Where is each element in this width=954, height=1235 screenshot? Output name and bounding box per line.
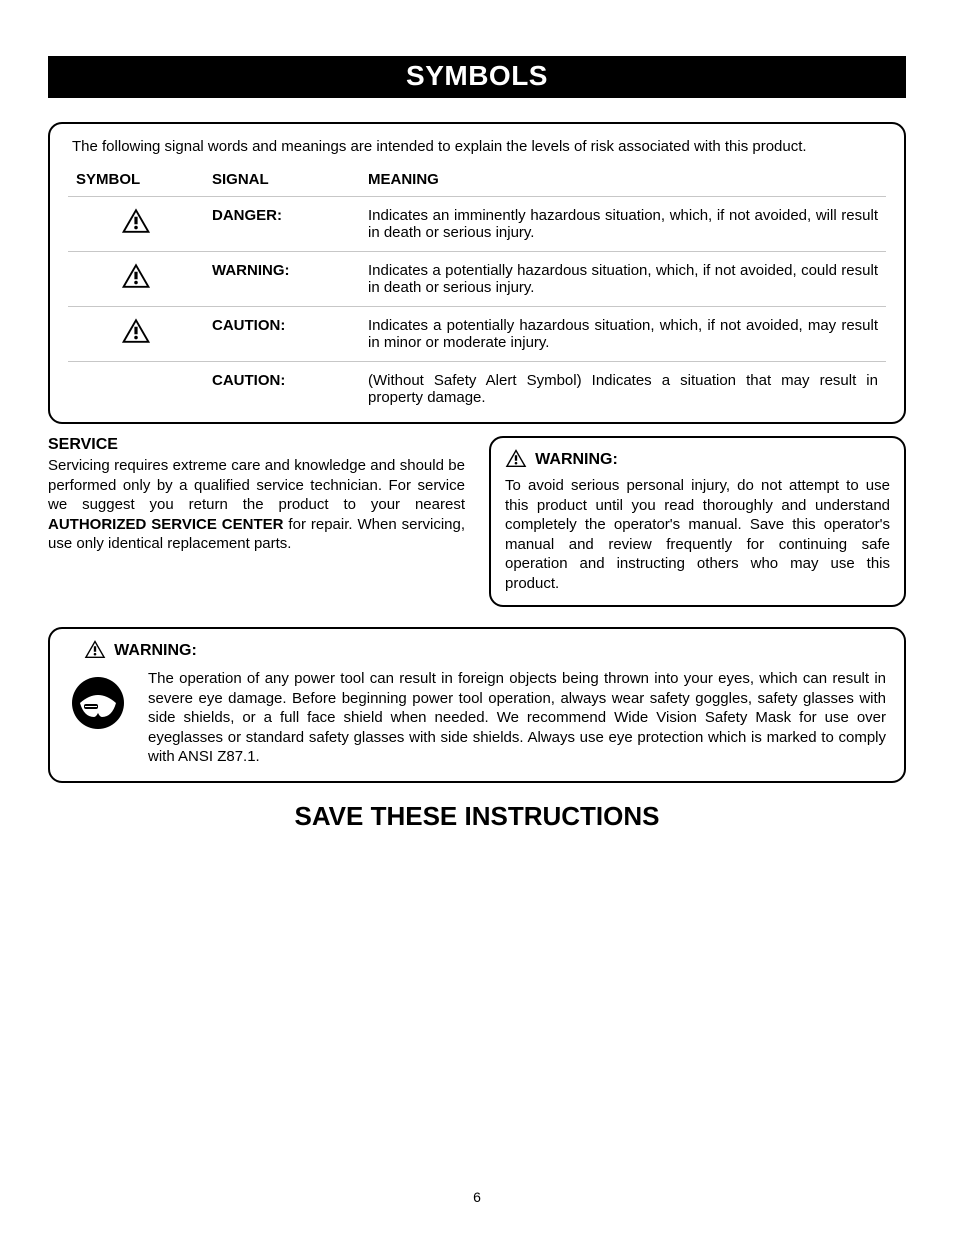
cell-meaning: Indicates a potentially hazardous situat… — [360, 252, 886, 307]
header-meaning: MEANING — [360, 165, 886, 197]
safety-alert-icon — [84, 639, 106, 663]
service-text-bold: AUTHORIZED SERVICE CENTER — [48, 516, 283, 533]
safety-goggles-icon — [68, 673, 128, 767]
page-title-bar: SYMBOLS — [48, 56, 906, 98]
cell-signal: DANGER: — [204, 197, 360, 252]
table-row: DANGER:Indicates an imminently hazardous… — [68, 197, 886, 252]
page-title: SYMBOLS — [406, 60, 548, 91]
safety-alert-icon — [121, 317, 151, 348]
cell-signal: WARNING: — [204, 252, 360, 307]
header-symbol: SYMBOL — [68, 165, 204, 197]
warning-wide-content: The operation of any power tool can resu… — [68, 669, 886, 767]
warning-label-right: WARNING: — [535, 451, 618, 469]
table-row: CAUTION:Indicates a potentially hazardou… — [68, 307, 886, 362]
safety-alert-icon — [505, 448, 527, 472]
warning-box-right: WARNING: To avoid serious personal injur… — [489, 436, 906, 607]
warning-box-wide: WARNING: The operation of any power tool… — [48, 627, 906, 783]
two-column-section: SERVICE Servicing requires extreme care … — [48, 436, 906, 607]
table-row: CAUTION:(Without Safety Alert Symbol) In… — [68, 362, 886, 417]
cell-symbol — [68, 197, 204, 252]
warning-wide-header: WARNING: — [68, 639, 886, 663]
cell-meaning: Indicates an imminently hazardous situat… — [360, 197, 886, 252]
warning-body-right: To avoid serious personal injury, do not… — [505, 476, 890, 593]
service-heading: SERVICE — [48, 436, 465, 454]
cell-meaning: (Without Safety Alert Symbol) Indicates … — [360, 362, 886, 417]
warning-label-wide: WARNING: — [114, 642, 197, 660]
table-row: WARNING:Indicates a potentially hazardou… — [68, 252, 886, 307]
safety-alert-icon — [121, 262, 151, 293]
cell-meaning: Indicates a potentially hazardous situat… — [360, 307, 886, 362]
cell-signal: CAUTION: — [204, 362, 360, 417]
cell-symbol — [68, 307, 204, 362]
symbols-table-box: The following signal words and meanings … — [48, 122, 906, 424]
warning-right-column: WARNING: To avoid serious personal injur… — [489, 436, 906, 607]
warning-body-wide: The operation of any power tool can resu… — [148, 669, 886, 767]
cell-symbol — [68, 362, 204, 417]
safety-alert-icon — [121, 207, 151, 238]
page-number: 6 — [0, 1189, 954, 1205]
service-text-pre: Servicing requires extreme care and know… — [48, 457, 465, 513]
cell-symbol — [68, 252, 204, 307]
table-intro: The following signal words and meanings … — [72, 138, 886, 155]
symbols-table: SYMBOL SIGNAL MEANING DANGER:Indicates a… — [68, 165, 886, 416]
save-instructions-heading: SAVE THESE INSTRUCTIONS — [48, 801, 906, 832]
cell-signal: CAUTION: — [204, 307, 360, 362]
service-body: Servicing requires extreme care and know… — [48, 456, 465, 554]
header-signal: SIGNAL — [204, 165, 360, 197]
service-section: SERVICE Servicing requires extreme care … — [48, 436, 465, 607]
document-page: SYMBOLS The following signal words and m… — [0, 0, 954, 1235]
